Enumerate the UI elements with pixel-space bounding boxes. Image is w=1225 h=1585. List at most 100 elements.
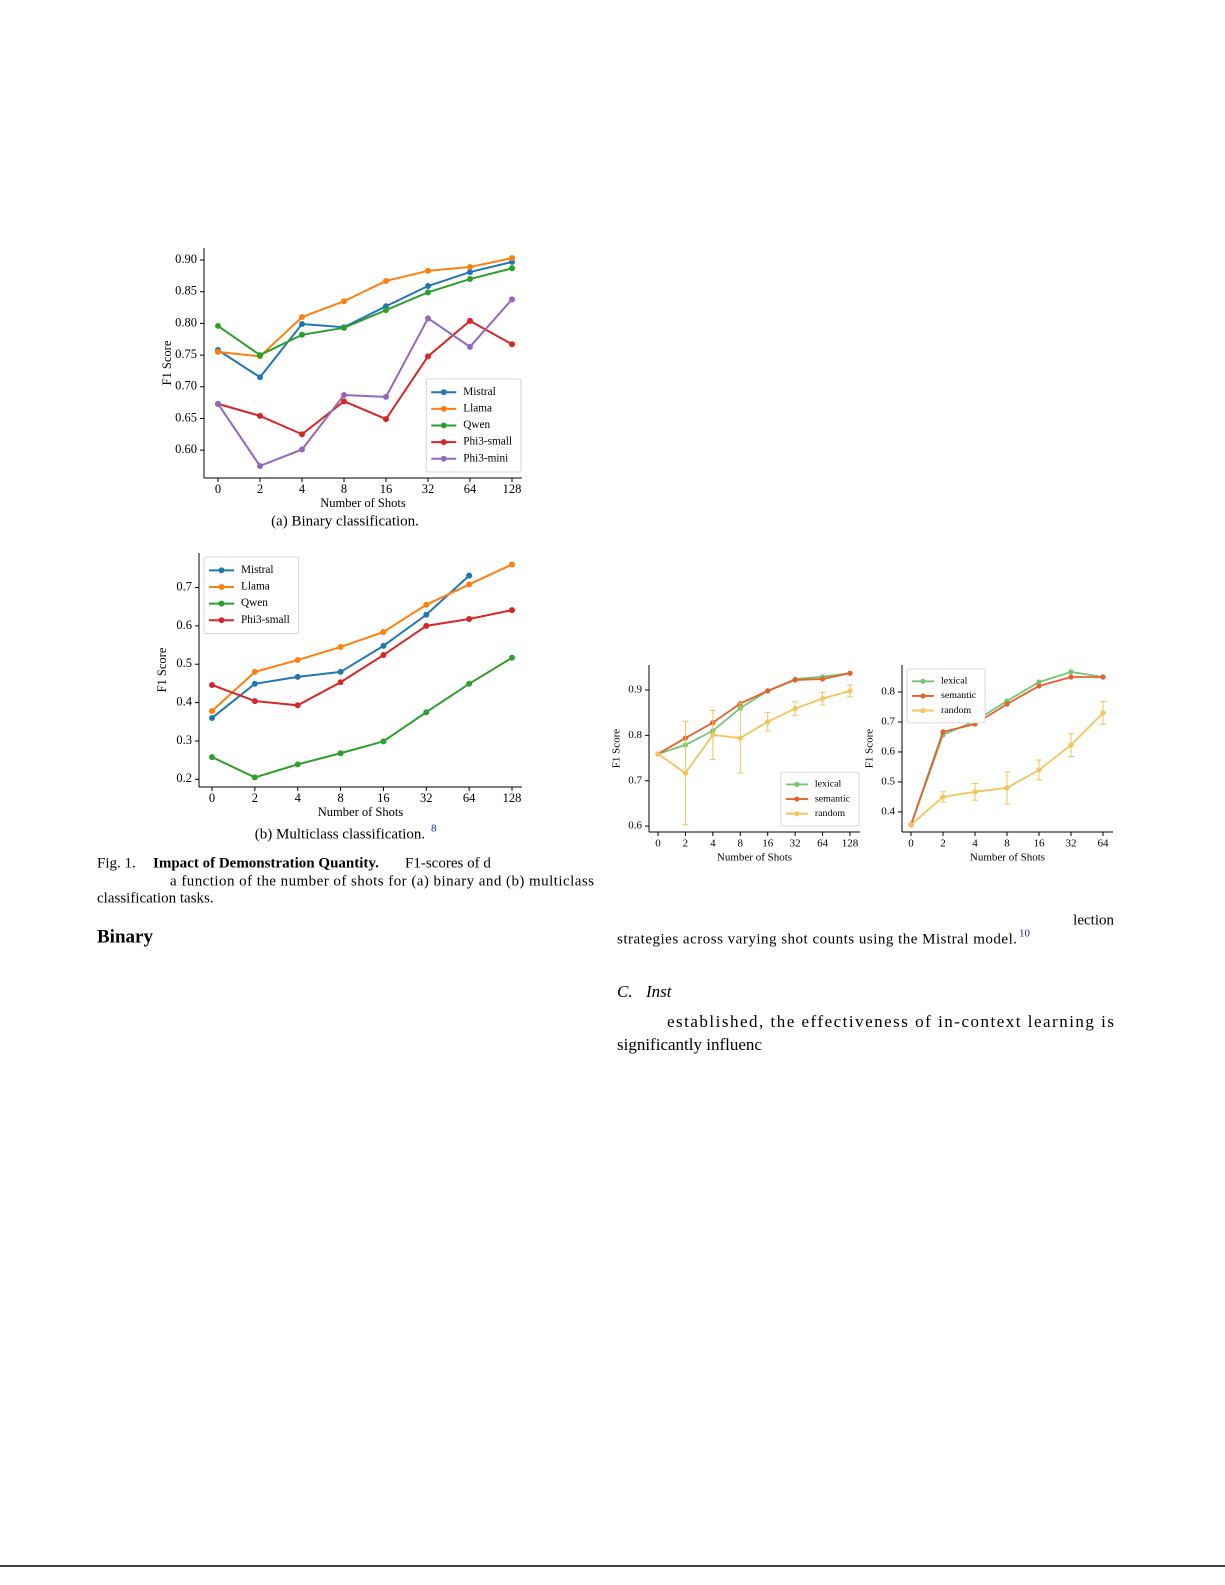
y-tick-label: 0.2: [176, 771, 192, 785]
legend-marker: [920, 693, 926, 699]
subcaption: (a) Binary classification.: [271, 513, 419, 529]
legend-label: lexical: [941, 676, 968, 687]
point: [423, 709, 430, 716]
chart: 0.60 0.65 0.70 0.75 0.80 0.85 0.90 0 2 4 8 16 32 64 12…: [160, 248, 522, 510]
legend: Mistral Llama Qwen Phi3-small Phi3-mini: [425, 378, 522, 473]
point: [257, 374, 263, 381]
legend-label: Phi3-small: [241, 614, 290, 626]
point: [299, 321, 305, 328]
point: [1036, 683, 1042, 689]
caption-line: a function of the number of shots for (a…: [170, 873, 594, 889]
section-heading: Binary: [97, 926, 153, 947]
point: [908, 822, 914, 828]
y-tick-label: 0.7: [881, 715, 895, 727]
legend-box: [203, 556, 300, 634]
point: [337, 668, 344, 675]
x-tick-label: 0: [655, 838, 661, 850]
legend-label: Qwen: [463, 419, 490, 431]
point: [251, 668, 258, 675]
point: [847, 688, 853, 694]
x-tick-label: 4: [299, 482, 306, 496]
y-tick-label: 0.80: [175, 315, 197, 329]
legend-label: Llama: [463, 402, 492, 414]
y-axis-label: F1 Score: [864, 729, 876, 769]
point: [341, 391, 347, 398]
point: [655, 751, 661, 757]
x-tick-label: 4: [295, 791, 302, 805]
point: [847, 670, 853, 676]
point: [509, 561, 515, 568]
legend-marker: [218, 567, 225, 574]
point: [425, 315, 431, 322]
caption-line: F1-scores of d: [405, 855, 491, 871]
chart: 0.2 0.3 0.4 0.5 0.6 0.7 0 2 4 8 16 32 64 128 Number of…: [155, 553, 522, 819]
x-tick-label: 128: [503, 791, 522, 805]
y-tick-label: 0.8: [628, 729, 642, 741]
x-tick-label: 4: [710, 838, 716, 850]
point: [215, 348, 221, 355]
point: [209, 681, 215, 688]
x-tick-label: 64: [464, 482, 477, 496]
point: [425, 267, 431, 274]
legend-box: [780, 771, 860, 827]
y-tick-label: 0.60: [175, 442, 197, 456]
legend-box: [906, 668, 986, 724]
point: [765, 688, 771, 694]
point: [299, 431, 305, 438]
x-tick-label: 16: [1034, 838, 1046, 850]
series-line: [657, 690, 851, 775]
point: [792, 677, 798, 683]
point: [299, 314, 305, 321]
footnote-link[interactable]: 8: [431, 823, 437, 835]
point: [257, 462, 263, 469]
y-tick-label: 0.6: [628, 820, 642, 832]
series-line: [211, 609, 513, 707]
x-tick-label: 4: [972, 838, 978, 850]
x-tick-label: 2: [257, 482, 263, 496]
y-tick-label: 0.7: [628, 774, 642, 786]
point: [737, 735, 743, 741]
x-tick-label: 0: [209, 791, 215, 805]
legend-marker: [794, 811, 800, 817]
legend-marker: [218, 600, 225, 607]
legend-label: lexical: [815, 779, 842, 790]
point: [1068, 674, 1074, 680]
x-tick-label: 128: [503, 482, 522, 496]
legend-box: [425, 378, 522, 473]
y-tick-label: 0.90: [175, 252, 197, 266]
y-tick-label: 0.4: [881, 805, 895, 817]
y-tick-label: 0.3: [176, 733, 192, 747]
legend: Mistral Llama Qwen Phi3-small: [203, 556, 300, 634]
point: [509, 265, 515, 272]
x-tick-label: 16: [762, 838, 774, 850]
point: [215, 322, 221, 329]
point: [425, 289, 431, 296]
legend-label: Mistral: [463, 386, 496, 398]
caption-line: lection: [1073, 912, 1114, 928]
x-tick-label: 128: [842, 838, 859, 850]
y-axis-label: F1 Score: [160, 340, 174, 385]
point: [972, 789, 978, 795]
point: [341, 324, 347, 331]
point: [341, 398, 347, 405]
series-line: [211, 656, 513, 779]
y-tick-label: 0.5: [176, 656, 192, 670]
point: [509, 654, 515, 661]
footnote-link[interactable]: 10: [1019, 928, 1031, 940]
legend-marker: [440, 422, 447, 429]
x-tick-label: 32: [420, 791, 433, 805]
legend-marker: [440, 405, 447, 412]
point: [383, 416, 389, 423]
x-axis-label: Number of Shots: [717, 852, 792, 864]
point: [1100, 710, 1106, 716]
x-tick-label: 0: [215, 482, 221, 496]
figure-title: Impact of Demonstration Quantity.: [153, 855, 379, 871]
legend-marker: [440, 439, 447, 446]
point: [467, 264, 473, 271]
paragraph-line: significantly influenc: [617, 1035, 762, 1054]
point: [1004, 701, 1010, 707]
y-tick-label: 0.65: [175, 410, 197, 424]
point: [509, 255, 515, 262]
x-tick-label: 2: [940, 838, 946, 850]
x-tick-label: 16: [377, 791, 390, 805]
